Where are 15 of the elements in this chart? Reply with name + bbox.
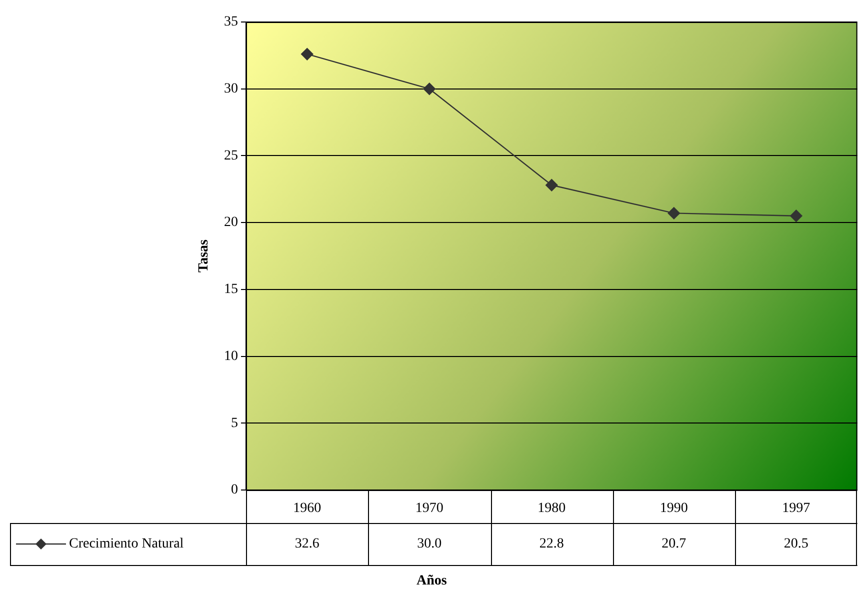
y-tick-label: 15 <box>224 282 238 298</box>
x-axis-title: Años <box>416 574 448 589</box>
x-tick-label: 1990 <box>660 501 688 516</box>
y-tick-label: 35 <box>224 14 238 30</box>
y-tick-label: 0 <box>231 482 238 498</box>
y-tick-label: 30 <box>224 82 238 97</box>
y-tick-label: 25 <box>224 148 238 164</box>
x-tick-label: 1960 <box>293 501 322 516</box>
x-tick-label: 1997 <box>782 501 810 516</box>
y-tick-label: 5 <box>231 416 238 431</box>
y-axis-title: Tasas <box>196 238 212 272</box>
x-tick-label: 1970 <box>415 501 444 516</box>
y-tick-label: 10 <box>224 348 238 364</box>
y-tick-label: 20 <box>224 215 238 230</box>
x-tick-label: 1980 <box>538 501 566 516</box>
